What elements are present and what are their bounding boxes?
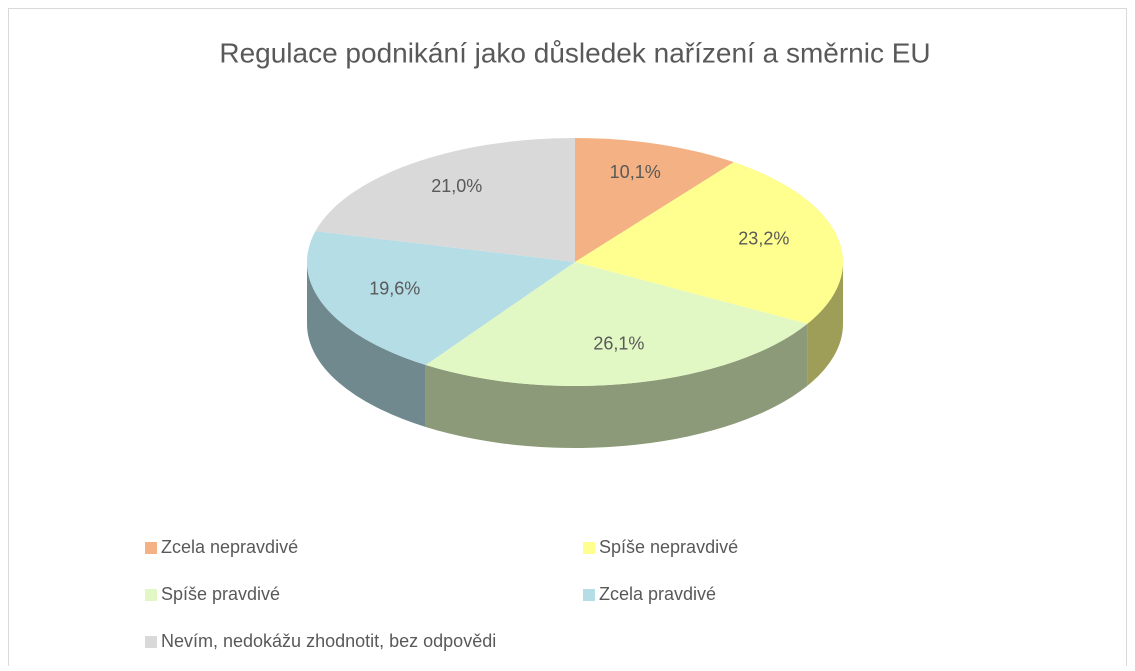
legend-swatch <box>145 542 157 554</box>
legend-label: Nevím, nedokážu zhodnotit, bez odpovědi <box>161 631 496 651</box>
slice <box>307 231 575 365</box>
slice <box>575 162 843 324</box>
data-label: 19,6% <box>369 279 420 299</box>
legend-swatch <box>145 589 157 601</box>
legend-label: Zcela pravdivé <box>599 584 716 604</box>
slice <box>425 262 808 386</box>
chart-title: Regulace podnikání jako důsledek nařízen… <box>219 37 930 68</box>
legend-label: Zcela nepravdivé <box>161 537 298 557</box>
slice <box>315 138 575 262</box>
legend-label: Spíše nepravdivé <box>599 537 738 557</box>
data-label: 21,0% <box>431 176 482 196</box>
data-label: 23,2% <box>738 228 789 248</box>
legend-swatch <box>145 636 157 648</box>
slice-side-shade <box>307 262 426 427</box>
data-label: 26,1% <box>593 334 644 354</box>
legend-label: Spíše pravdivé <box>161 584 280 604</box>
slice-side <box>425 323 808 449</box>
legend-swatch <box>583 542 595 554</box>
slice-side-shade <box>425 323 808 449</box>
slice <box>575 138 734 262</box>
slice-side <box>307 262 426 427</box>
slice-side <box>807 262 843 386</box>
data-label: 10,1% <box>610 162 661 182</box>
slice-side-shade <box>807 262 843 386</box>
legend-swatch <box>583 589 595 601</box>
